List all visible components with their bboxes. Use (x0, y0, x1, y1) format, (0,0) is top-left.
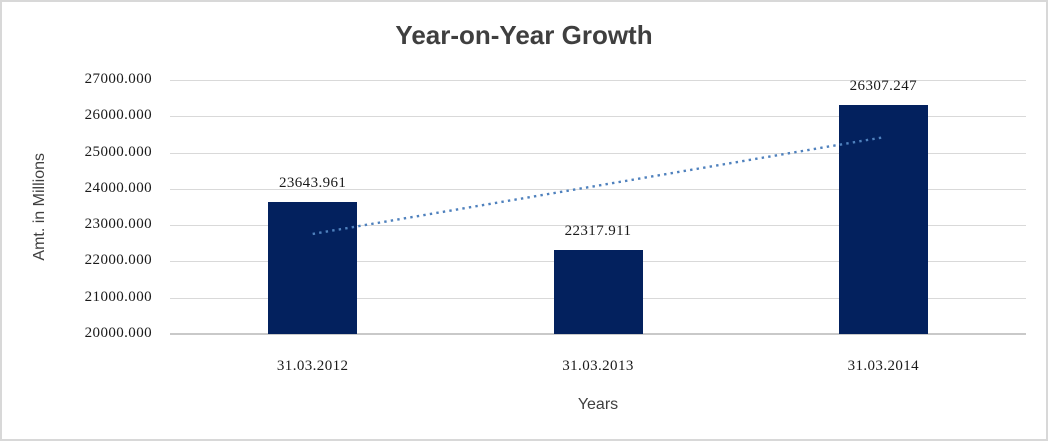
x-category-label: 31.03.2014 (847, 358, 920, 374)
x-axis-baseline (170, 333, 1026, 335)
y-tick-label: 24000.000 (84, 179, 152, 196)
y-tick-label: 20000.000 (84, 325, 152, 341)
chart-title: Year-on-Year Growth (395, 20, 653, 50)
bar[interactable] (838, 105, 928, 334)
bar[interactable] (268, 201, 358, 334)
y-tick-label: 21000.000 (84, 288, 152, 305)
y-tick-label: 26000.000 (84, 107, 152, 124)
x-category-label: 31.03.2012 (276, 358, 349, 374)
bar-data-label: 22317.911 (564, 222, 632, 239)
y-tick-label: 27000.000 (84, 71, 152, 87)
y-axis-title: Amt. in Millions (31, 153, 48, 261)
y-tick-label: 23000.000 (84, 216, 152, 233)
x-axis-title: Years (577, 396, 619, 413)
bar[interactable] (553, 249, 643, 334)
x-category-label: 31.03.2013 (562, 358, 634, 374)
gridline (170, 116, 1026, 118)
bar-data-label: 26307.247 (849, 78, 917, 95)
y-tick-label: 25000.000 (84, 143, 152, 160)
bar-data-label: 23643.961 (278, 174, 347, 191)
gridline (170, 80, 1026, 81)
y-tick-label: 22000.000 (84, 252, 152, 269)
